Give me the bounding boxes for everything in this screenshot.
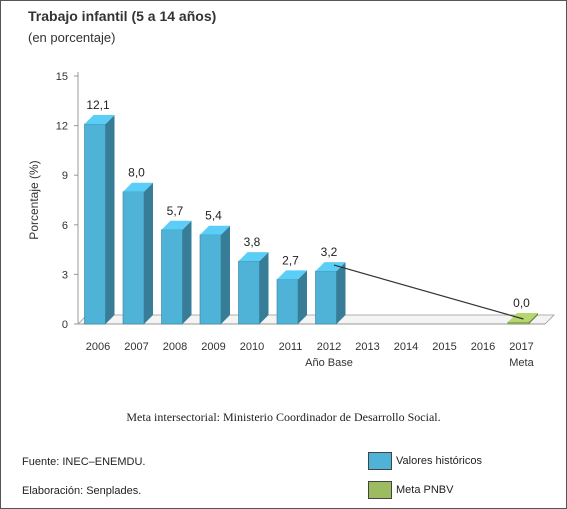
y-tick-label: 15 <box>56 71 68 83</box>
y-tick-label: 0 <box>62 319 68 331</box>
bar-side <box>336 262 346 324</box>
x-tick-label: 2015 <box>432 341 456 353</box>
legend-label-historicos: Valores históricos <box>396 455 482 467</box>
legend-item-meta: Meta PNBV <box>368 481 453 499</box>
x-sub-label: Meta <box>509 357 534 369</box>
bar-side <box>105 114 115 324</box>
data-label: 2,7 <box>282 253 299 267</box>
bar-side <box>221 225 230 324</box>
bar-top <box>200 225 230 235</box>
bar-top <box>238 252 269 262</box>
bar-top <box>123 182 153 192</box>
x-tick-label: 2011 <box>279 341 303 353</box>
bar <box>507 321 530 325</box>
bar-side <box>529 313 538 324</box>
x-tick-label: 2016 <box>471 341 495 353</box>
bar-side <box>298 270 307 324</box>
bar <box>122 191 145 325</box>
bar-top <box>508 313 538 322</box>
x-sub-label: Año Base <box>305 357 353 369</box>
chart-subtitle: (en porcentaje) <box>28 30 116 45</box>
data-label: 5,7 <box>167 204 184 218</box>
legend-label-meta: Meta PNBV <box>396 484 454 496</box>
trend-line <box>333 264 524 320</box>
bar-top <box>277 270 307 280</box>
data-label: 0,0 <box>513 296 530 310</box>
data-label: 3,8 <box>244 235 261 249</box>
bar-top <box>315 262 346 272</box>
legend-swatch-historicos <box>368 452 392 470</box>
chart-note: Meta intersectorial: Ministerio Coordina… <box>126 410 441 424</box>
x-tick-label: 2007 <box>124 341 148 353</box>
bar-side <box>259 252 269 324</box>
x-tick-label: 2006 <box>86 341 110 353</box>
bar <box>315 270 337 325</box>
legend-item-historicos: Valores históricos <box>368 452 482 470</box>
bar-side <box>144 182 153 324</box>
data-label: 12,1 <box>86 98 110 112</box>
source-text: Fuente: INEC–ENEMDU. <box>22 456 146 468</box>
x-tick-label: 2017 <box>509 341 533 353</box>
bar-top <box>84 114 115 124</box>
elaboration-text: Elaboración: Senplades. <box>22 485 142 497</box>
bar <box>199 234 222 325</box>
data-label: 8,0 <box>128 166 145 180</box>
legend-swatch-meta <box>368 481 392 499</box>
bar <box>238 260 260 325</box>
y-tick-label: 12 <box>56 121 68 133</box>
y-tick-label: 6 <box>62 220 68 232</box>
x-tick-label: 2013 <box>355 341 379 353</box>
bar-side <box>182 220 192 324</box>
y-tick-label: 3 <box>62 269 68 281</box>
y-tick-label: 9 <box>62 170 68 182</box>
x-tick-label: 2009 <box>201 341 225 353</box>
bar-top <box>161 220 192 230</box>
data-label: 3,2 <box>321 245 338 259</box>
x-tick-label: 2010 <box>240 341 264 353</box>
chart-title: Trabajo infantil (5 a 14 años) <box>28 8 217 24</box>
bar <box>161 229 183 325</box>
x-tick-label: 2014 <box>394 341 418 353</box>
data-label: 5,4 <box>205 209 222 223</box>
bar <box>84 123 106 325</box>
x-tick-label: 2012 <box>317 341 341 353</box>
bar <box>276 279 299 325</box>
y-axis-label: Porcentaje (%) <box>27 160 41 239</box>
x-tick-label: 2008 <box>163 341 187 353</box>
